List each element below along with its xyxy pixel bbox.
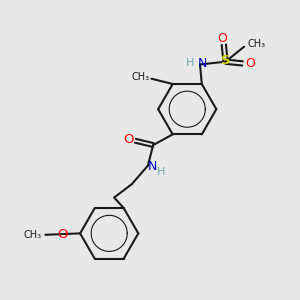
- Text: O: O: [218, 32, 227, 46]
- Text: H: H: [157, 167, 166, 177]
- Text: CH₃: CH₃: [248, 39, 266, 49]
- Text: O: O: [245, 57, 255, 70]
- Text: S: S: [221, 54, 230, 67]
- Text: O: O: [123, 133, 134, 146]
- Text: CH₃: CH₃: [132, 72, 150, 82]
- Text: N: N: [147, 160, 157, 173]
- Text: CH₃: CH₃: [24, 230, 42, 241]
- Text: H: H: [186, 58, 194, 68]
- Text: O: O: [57, 228, 68, 241]
- Text: N: N: [198, 57, 208, 70]
